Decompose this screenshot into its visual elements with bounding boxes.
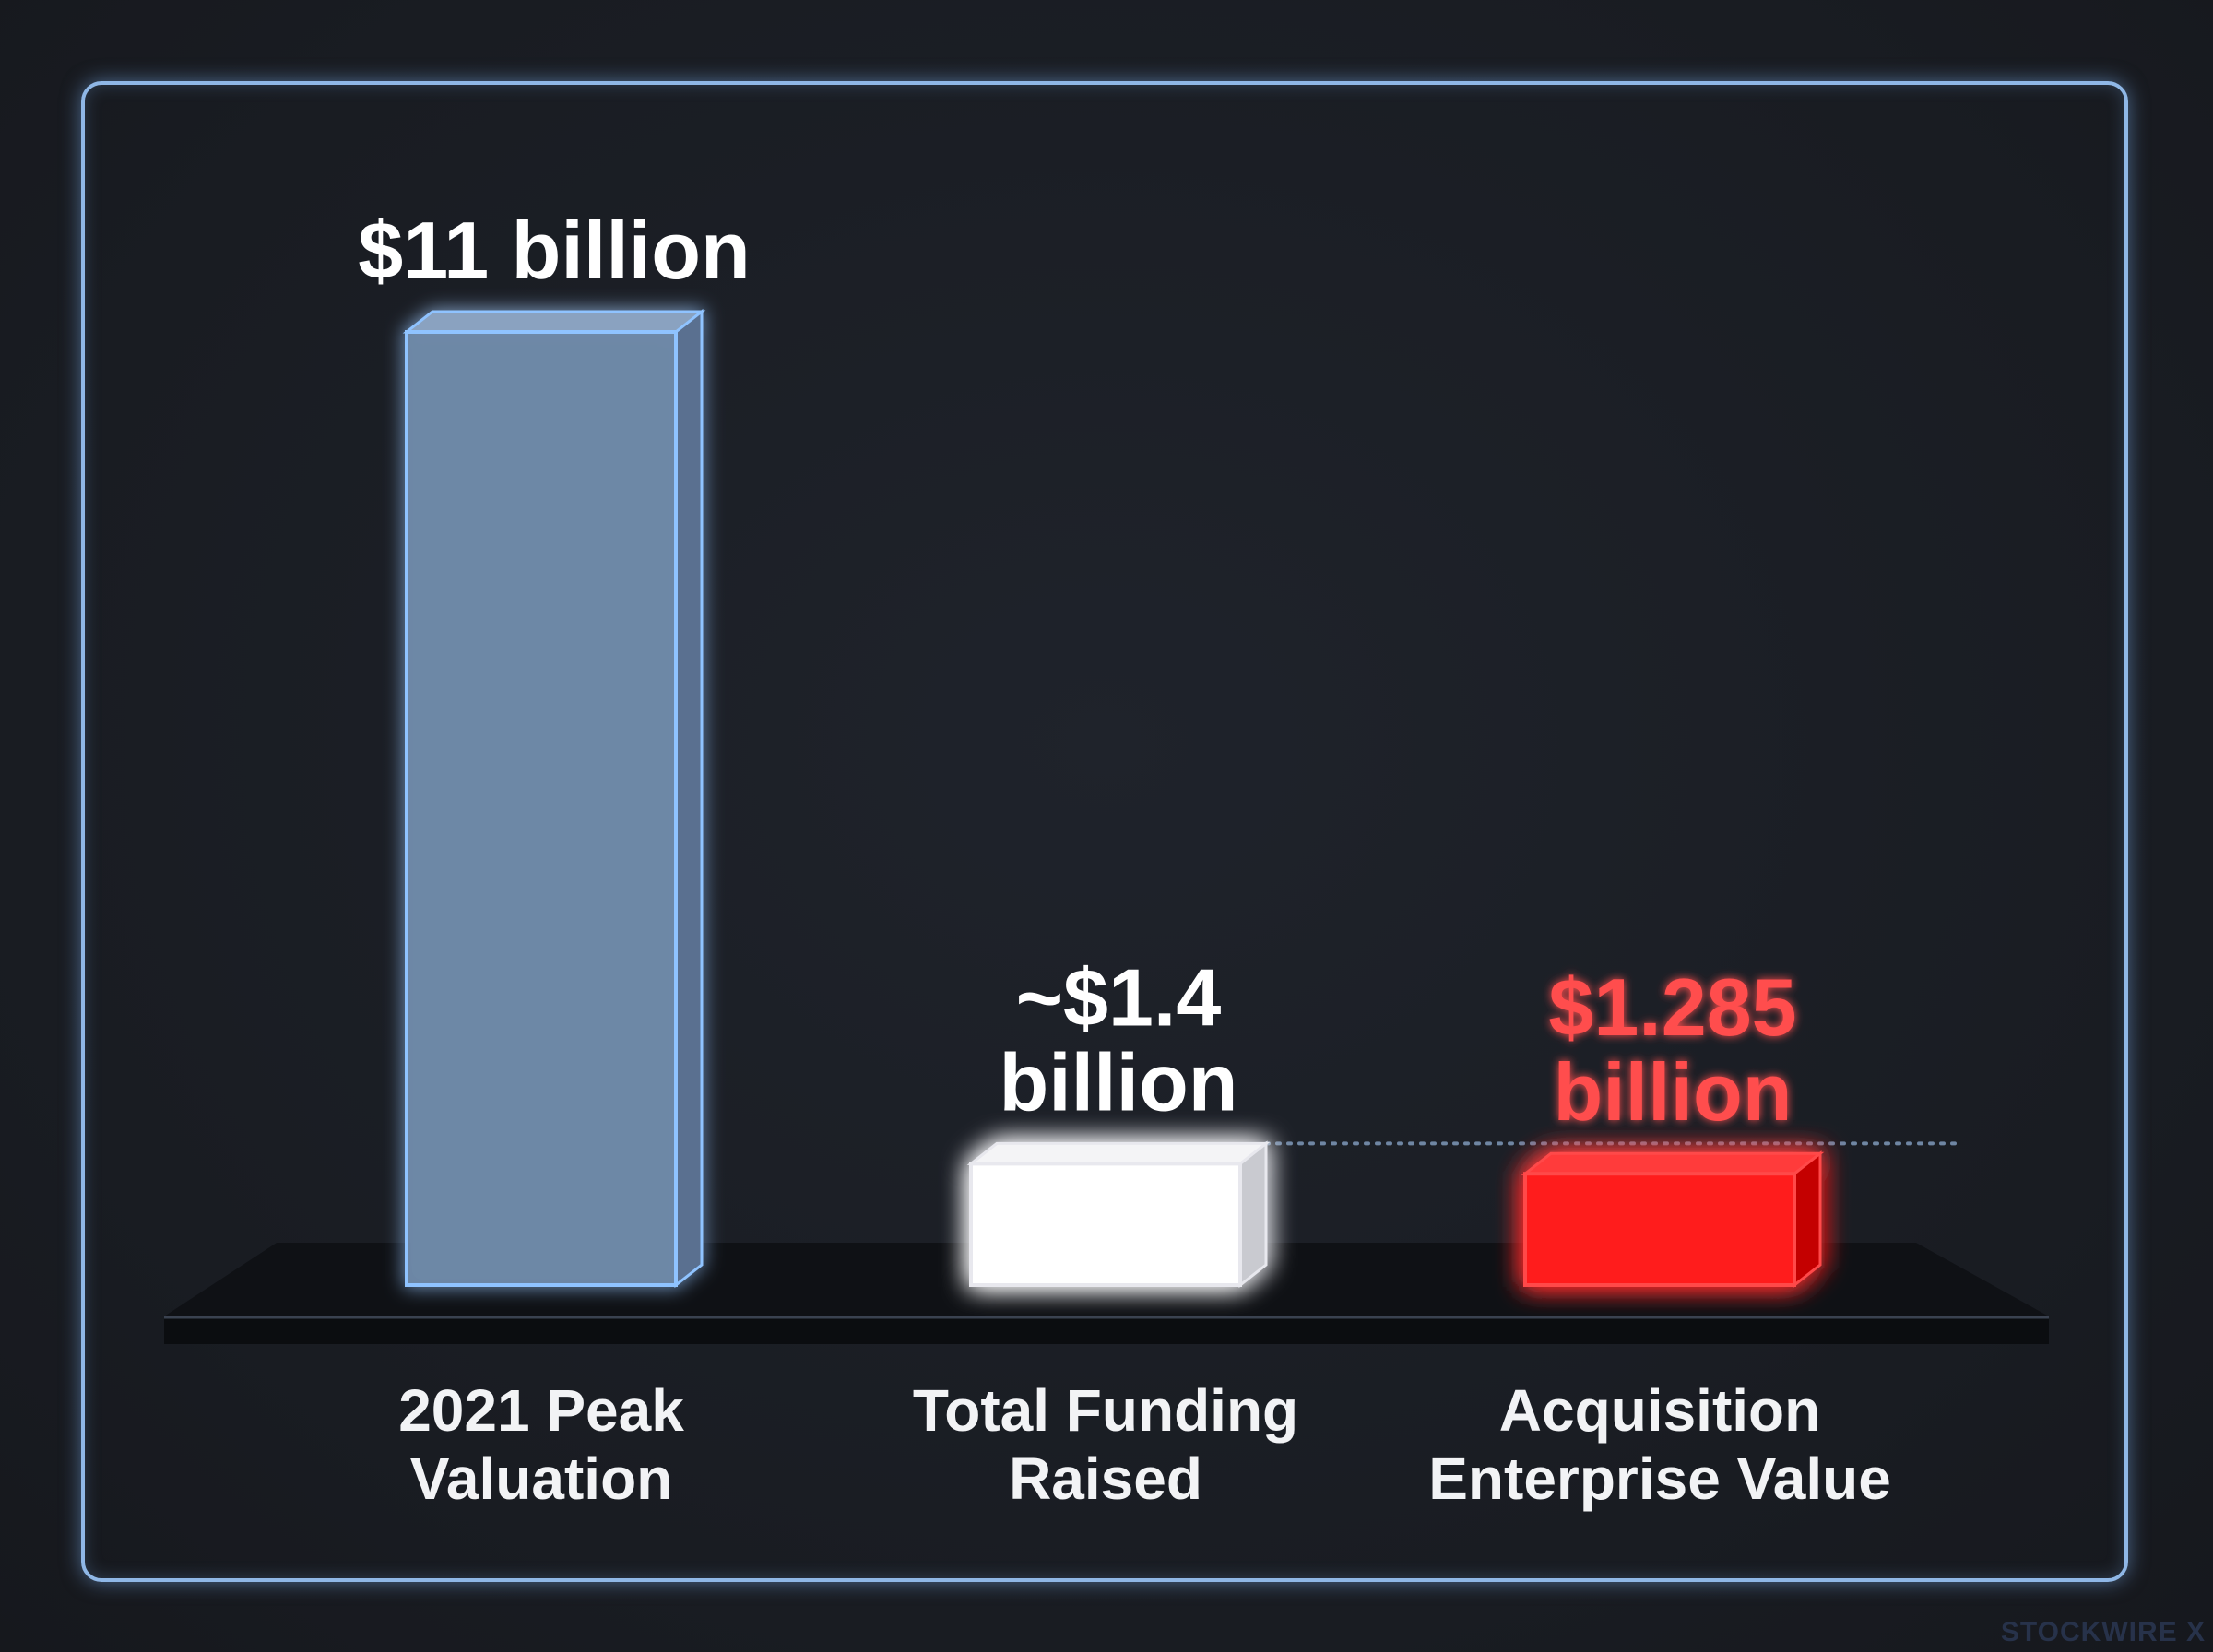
bar-side-face xyxy=(1793,1150,1822,1289)
bar-3 xyxy=(1521,1150,1825,1289)
bar-top-face xyxy=(966,1141,1271,1165)
bar-top-face xyxy=(1521,1151,1825,1175)
bar-2 xyxy=(966,1140,1271,1289)
floor-platform-front xyxy=(164,1316,2049,1344)
bar-side-face xyxy=(674,308,704,1289)
value-label-3: $1.285 billion xyxy=(1548,962,1796,1138)
chart-frame xyxy=(81,81,2128,1582)
bar-1 xyxy=(402,308,706,1289)
bar-front-face xyxy=(405,330,678,1287)
bar-top-face xyxy=(402,310,706,334)
bar-front-face xyxy=(1523,1172,1796,1287)
value-label-1: $11 billion xyxy=(358,205,750,296)
bar-side-face xyxy=(1238,1140,1268,1289)
category-label-3: Acquisition Enterprise Value xyxy=(1428,1377,1891,1512)
category-label-1: 2021 Peak Valuation xyxy=(398,1377,684,1512)
value-label-2: ~$1.4 billion xyxy=(999,951,1237,1127)
category-label-2: Total Funding Raised xyxy=(913,1377,1298,1512)
watermark: STOCKWIRE X xyxy=(2000,1617,2206,1647)
bar-front-face xyxy=(969,1162,1242,1288)
